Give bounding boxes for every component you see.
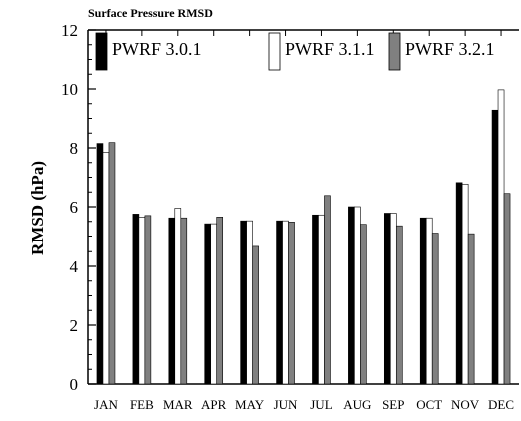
bar — [461, 183, 469, 385]
bar — [348, 206, 355, 385]
bar — [503, 193, 511, 385]
bar — [282, 220, 289, 385]
bar — [138, 217, 146, 385]
legend-swatch — [268, 32, 281, 71]
x-tick-label: AUG — [343, 397, 371, 412]
chart-legend: PWRF 3.0.1 PWRF 3.1.1 PWRF 3.2.1 — [95, 32, 495, 71]
x-tick-label: OCT — [416, 397, 442, 412]
x-tick-label: NOV — [451, 397, 480, 412]
bar — [467, 233, 475, 385]
bar — [383, 213, 391, 385]
y-tick-label: 2 — [70, 316, 79, 335]
legend-label: PWRF 3.2.1 — [405, 39, 495, 59]
bar — [491, 109, 499, 385]
y-tick-label: 6 — [70, 198, 79, 217]
bar — [425, 217, 433, 385]
legend-label: PWRF 3.1.1 — [285, 39, 375, 59]
bar — [174, 208, 182, 385]
bar — [354, 206, 361, 385]
bar — [216, 217, 224, 385]
bar — [395, 225, 403, 385]
bar — [431, 233, 439, 385]
bar — [168, 217, 176, 385]
x-tick-label: SEP — [382, 397, 404, 412]
x-tick-label: JUN — [274, 397, 298, 412]
bar — [180, 217, 188, 385]
legend-swatch — [388, 32, 401, 71]
bar — [144, 215, 152, 385]
bar — [324, 195, 331, 385]
bar — [360, 224, 367, 385]
legend-swatch — [95, 32, 108, 71]
y-tick-label: 12 — [61, 21, 78, 40]
x-tick-label: MAR — [163, 397, 193, 412]
bar — [102, 152, 110, 385]
bar — [318, 214, 325, 385]
bar-series — [96, 89, 511, 385]
bar — [455, 182, 463, 385]
bar — [108, 142, 116, 385]
x-tick-label: APR — [201, 397, 227, 412]
bar — [96, 143, 104, 385]
bar — [276, 220, 283, 385]
bar — [240, 220, 247, 385]
y-tick-label: 4 — [70, 257, 79, 276]
bar — [204, 223, 212, 385]
bar — [389, 213, 397, 385]
y-tick-label: 10 — [61, 80, 78, 99]
x-tick-label: JAN — [94, 397, 118, 412]
bar — [312, 214, 319, 385]
x-tick-label: JUL — [310, 397, 332, 412]
y-axis-label: RMSD (hPa) — [28, 161, 47, 255]
bar — [246, 220, 253, 385]
chart-axes: 0 2 4 6 8 10 12 JAN FEB MAR APR MAY JUN JUL AUG SEP OCT N… — [61, 21, 519, 412]
bar — [419, 217, 427, 385]
bar — [288, 222, 295, 385]
bar — [252, 245, 259, 385]
y-tick-label: 0 — [70, 375, 79, 394]
x-tick-label: MAY — [235, 397, 265, 412]
bar — [210, 223, 218, 385]
x-tick-label: DEC — [488, 397, 514, 412]
x-tick-label: FEB — [130, 397, 154, 412]
bar — [132, 214, 140, 385]
y-tick-label: 8 — [70, 139, 79, 158]
chart-title: Surface Pressure RMSD — [88, 6, 213, 20]
bar — [497, 89, 505, 385]
legend-label: PWRF 3.0.1 — [112, 39, 202, 59]
